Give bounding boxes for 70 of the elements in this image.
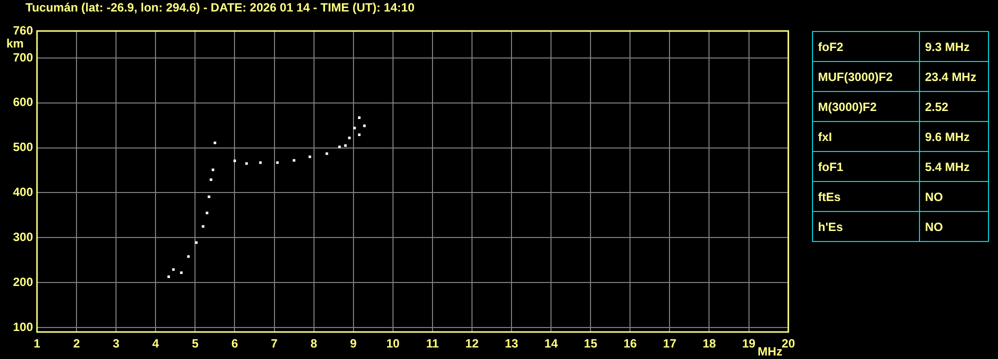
point: [259, 161, 262, 164]
point: [348, 136, 351, 140]
point: [353, 126, 356, 130]
y-tick-label: 300: [12, 230, 34, 244]
y-tick-label: 400: [12, 185, 34, 200]
x-tick-label: 4: [152, 336, 160, 351]
text: ftEs: [812, 182, 920, 212]
point: [245, 162, 248, 165]
x-tick-label: 14: [544, 336, 558, 351]
point: [202, 225, 204, 228]
point: [210, 178, 212, 181]
x-tick-label: 16: [623, 336, 638, 351]
text: MUF(3000)F2: [812, 62, 920, 92]
text: foF1: [812, 152, 920, 182]
point: [167, 275, 170, 278]
point: [212, 168, 214, 172]
x-tick-label: 10: [386, 336, 400, 351]
x-tick-label: 8: [310, 336, 318, 351]
y-tick-label: 700: [12, 50, 34, 64]
x-tick-label: 5: [192, 336, 199, 351]
point: [180, 271, 183, 274]
x-tick-label: 12: [465, 336, 479, 351]
x-tick-label: 7: [270, 336, 278, 351]
x-tick-label: 15: [584, 336, 598, 351]
x-tick-label: 3: [112, 336, 120, 351]
y-tick-label: 500: [12, 140, 34, 154]
x-tick-label: 19: [742, 336, 756, 351]
y-tick-label: 100: [12, 320, 34, 334]
point: [326, 152, 328, 155]
point: [208, 196, 210, 198]
point: [338, 146, 341, 148]
point: [358, 116, 361, 119]
y-tick-label: 200: [12, 274, 34, 289]
y-tick-label: 760: [12, 23, 34, 38]
text: 9.6 MHz: [920, 122, 988, 152]
text: foF2: [812, 32, 920, 62]
y-tick-label: 600: [12, 95, 34, 110]
x-tick-label: 2: [73, 336, 80, 351]
point: [187, 255, 190, 258]
x-tick-label: 17: [663, 336, 677, 351]
point: [308, 156, 312, 158]
x-tick-label: 11: [426, 336, 440, 351]
text: h'Es: [812, 212, 920, 242]
point: [363, 124, 366, 128]
point: [172, 268, 175, 271]
point: [344, 144, 347, 147]
x-tick-label: 6: [231, 336, 238, 351]
x-tick-label: 13: [504, 336, 519, 351]
text: NO: [920, 212, 988, 242]
chart-title: Tucumán (lat: -26.9, lon: 294.6) - DATE: 2026 01 14 - TIME (UT): 14:10: [26, 0, 415, 14]
x-tick-label: 9: [350, 336, 358, 351]
point: [214, 142, 216, 144]
text: M(3000)F2: [812, 92, 920, 122]
point: [233, 160, 236, 162]
text: NO: [920, 182, 988, 212]
point: [195, 241, 198, 244]
x-tick-label: 18: [702, 336, 716, 351]
point: [292, 159, 296, 162]
y-axis-title: km: [6, 36, 24, 50]
point: [206, 212, 208, 214]
point: [358, 134, 361, 136]
text: 5.4 MHz: [920, 152, 988, 182]
x-axis-title: MHz: [758, 344, 782, 358]
x-tick-label: 1: [34, 336, 41, 351]
text: 23.4 MHz: [920, 62, 988, 92]
x-tick-label: 20: [782, 336, 796, 351]
text: 9.3 MHz: [920, 32, 988, 62]
point: [276, 161, 279, 164]
text: 2.52: [920, 92, 988, 122]
text: fxI: [812, 122, 920, 152]
